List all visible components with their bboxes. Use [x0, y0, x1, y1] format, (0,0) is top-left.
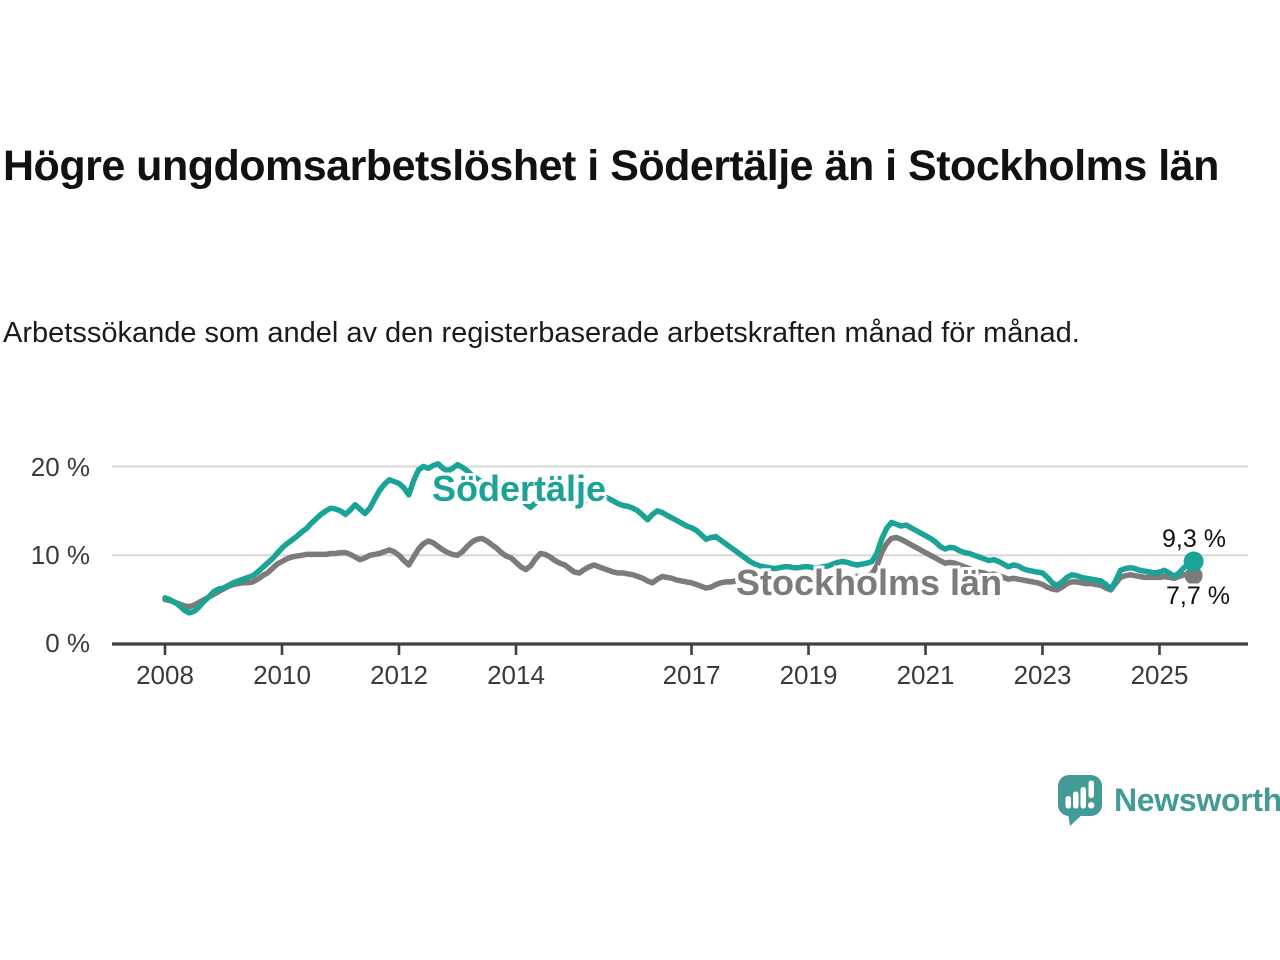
- series-label-stockholms-lan: Stockholms län: [736, 562, 1003, 603]
- series-label-sodertalje: Södertälje: [432, 468, 607, 509]
- y-axis-tick-label-20: 20 %: [30, 452, 90, 482]
- line-stockholms-lan: [162, 534, 1197, 610]
- end-value-label-stockholms-lan: 7,7 %: [1166, 582, 1230, 610]
- page-subtitle: Arbetssökande som andel av den registerb…: [3, 317, 1080, 349]
- end-dot-stockholms-lan: [1184, 566, 1203, 585]
- line-sodertalje: [162, 461, 1197, 616]
- end-dot-sodertalje: [1183, 551, 1204, 572]
- y-axis-tick-label-10: 10 %: [30, 540, 90, 570]
- newsworthy-logo-text: Newsworthy: [1114, 781, 1280, 818]
- end-value-label-sodertalje: 9,3 %: [1162, 525, 1226, 553]
- newsworthy-logo: Newsworthy: [1056, 774, 1280, 826]
- newsworthy-logo-icon: [1058, 775, 1102, 826]
- page-title: Högre ungdomsarbetslöshet i Södertälje ä…: [3, 142, 1219, 190]
- y-axis-tick-label-0: 0 %: [45, 628, 90, 658]
